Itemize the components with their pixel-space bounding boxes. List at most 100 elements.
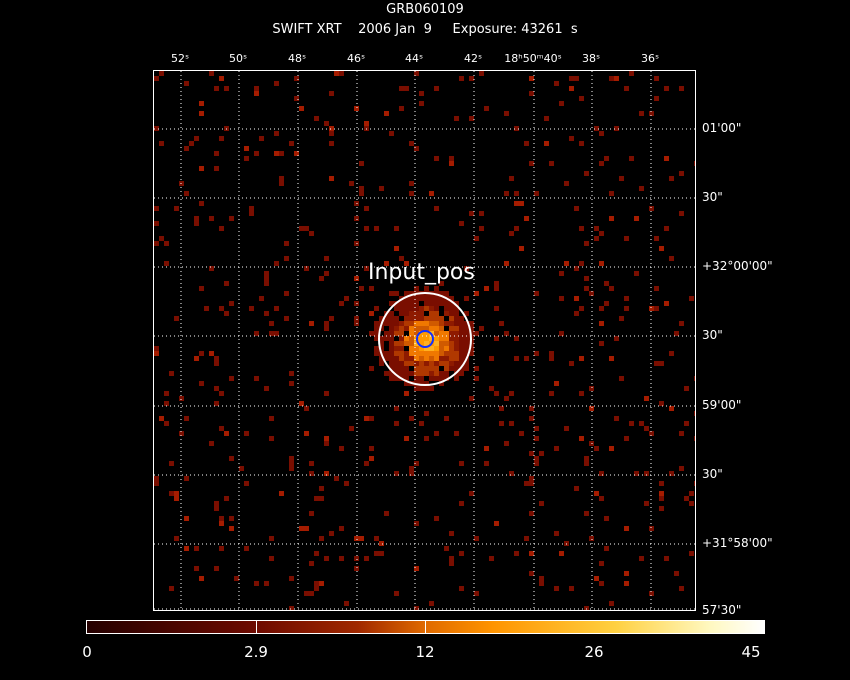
count-pixel bbox=[229, 526, 234, 531]
count-pixel bbox=[414, 321, 419, 326]
count-pixel bbox=[409, 356, 414, 361]
count-pixel bbox=[439, 326, 444, 331]
count-pixel bbox=[624, 236, 629, 241]
count-pixel bbox=[604, 156, 609, 161]
count-pixel bbox=[459, 76, 464, 81]
count-pixel bbox=[694, 376, 695, 381]
count-pixel bbox=[534, 436, 539, 441]
count-pixel bbox=[449, 301, 454, 306]
count-pixel bbox=[424, 356, 429, 361]
ra-tick-label: 48ˢ bbox=[287, 52, 307, 65]
count-pixel bbox=[634, 216, 639, 221]
count-pixel bbox=[444, 321, 449, 326]
count-pixel bbox=[419, 376, 424, 381]
count-pixel bbox=[374, 336, 379, 341]
count-pixel bbox=[654, 96, 659, 101]
count-pixel bbox=[359, 186, 364, 191]
count-pixel bbox=[439, 331, 444, 336]
count-pixel bbox=[639, 421, 644, 426]
count-pixel bbox=[409, 291, 414, 296]
count-pixel bbox=[434, 296, 439, 301]
count-pixel bbox=[519, 246, 524, 251]
count-pixel bbox=[434, 366, 439, 371]
count-pixel bbox=[219, 391, 224, 396]
count-pixel bbox=[429, 386, 434, 391]
ra-tick-label: 46ˢ bbox=[346, 52, 366, 65]
count-pixel bbox=[609, 286, 614, 291]
count-pixel bbox=[409, 296, 414, 301]
count-pixel bbox=[424, 321, 429, 326]
count-pixel bbox=[369, 311, 374, 316]
count-pixel bbox=[444, 546, 449, 551]
count-pixel bbox=[409, 471, 414, 476]
count-pixel bbox=[449, 156, 454, 161]
count-pixel bbox=[184, 191, 189, 196]
count-pixel bbox=[399, 331, 404, 336]
count-pixel bbox=[459, 371, 464, 376]
count-pixel bbox=[174, 316, 179, 321]
count-pixel bbox=[649, 591, 654, 596]
count-pixel bbox=[464, 296, 469, 301]
count-pixel bbox=[404, 381, 409, 386]
count-pixel bbox=[399, 346, 404, 351]
count-pixel bbox=[604, 281, 609, 286]
count-pixel bbox=[184, 146, 189, 151]
count-pixel bbox=[339, 556, 344, 561]
count-pixel bbox=[649, 111, 654, 116]
count-pixel bbox=[659, 481, 664, 486]
ra-tick-label: 36ˢ bbox=[640, 52, 660, 65]
count-pixel bbox=[484, 106, 489, 111]
count-pixel bbox=[334, 476, 339, 481]
count-pixel bbox=[449, 341, 454, 346]
count-pixel bbox=[319, 486, 324, 491]
count-pixel bbox=[444, 301, 449, 306]
count-pixel bbox=[449, 326, 454, 331]
count-pixel bbox=[629, 421, 634, 426]
count-pixel bbox=[684, 421, 689, 426]
count-pixel bbox=[429, 601, 434, 606]
count-pixel bbox=[599, 581, 604, 586]
count-pixel bbox=[384, 321, 389, 326]
count-pixel bbox=[404, 311, 409, 316]
colorbar-label: 2.9 bbox=[244, 643, 268, 661]
count-pixel bbox=[324, 556, 329, 561]
count-pixel bbox=[224, 431, 229, 436]
count-pixel bbox=[404, 361, 409, 366]
count-pixel bbox=[404, 391, 409, 396]
count-pixel bbox=[574, 76, 579, 81]
count-pixel bbox=[399, 356, 404, 361]
count-pixel bbox=[394, 361, 399, 366]
count-pixel bbox=[419, 371, 424, 376]
count-pixel bbox=[414, 311, 419, 316]
count-pixel bbox=[534, 461, 539, 466]
count-pixel bbox=[354, 316, 359, 321]
xray-image-panel bbox=[153, 70, 696, 611]
count-pixel bbox=[364, 206, 369, 211]
count-pixel bbox=[574, 266, 579, 271]
count-pixel bbox=[359, 161, 364, 166]
count-pixel bbox=[419, 366, 424, 371]
image-title: GRB060109 bbox=[386, 2, 464, 17]
count-pixel bbox=[454, 431, 459, 436]
count-pixel bbox=[654, 76, 659, 81]
count-pixel bbox=[439, 336, 444, 341]
count-pixel bbox=[479, 211, 484, 216]
count-pixel bbox=[424, 411, 429, 416]
count-pixel bbox=[444, 356, 449, 361]
count-pixel bbox=[154, 221, 159, 226]
count-pixel bbox=[309, 231, 314, 236]
count-pixel bbox=[214, 566, 219, 571]
count-pixel bbox=[409, 371, 414, 376]
count-pixel bbox=[389, 361, 394, 366]
count-pixel bbox=[209, 441, 214, 446]
count-pixel bbox=[484, 446, 489, 451]
count-pixel bbox=[509, 391, 514, 396]
count-pixel bbox=[459, 356, 464, 361]
count-pixel bbox=[199, 381, 204, 386]
count-pixel bbox=[434, 306, 439, 311]
count-pixel bbox=[309, 321, 314, 326]
count-pixel bbox=[639, 556, 644, 561]
count-pixel bbox=[554, 446, 559, 451]
count-pixel bbox=[419, 351, 424, 356]
count-pixel bbox=[329, 91, 334, 96]
